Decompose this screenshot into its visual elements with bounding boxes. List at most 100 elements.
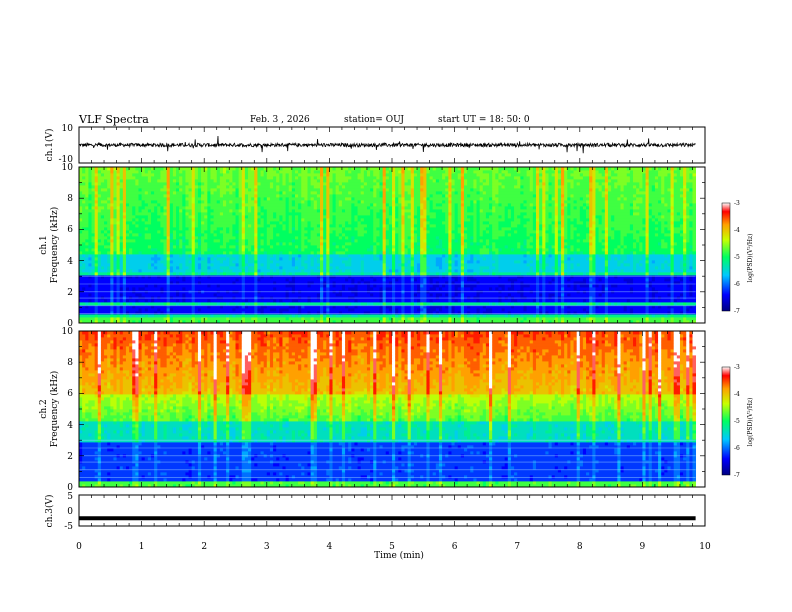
spectrogram-cell [207, 257, 211, 261]
spectrogram-cell [291, 242, 302, 246]
spectrogram-cell [160, 251, 164, 255]
spectrogram-cell [307, 284, 312, 288]
spectrogram-cell [404, 242, 412, 246]
spectrogram-cell [307, 272, 312, 276]
spectrogram-cell [182, 278, 186, 282]
spectrogram-cell [417, 239, 421, 243]
spectrogram-cell [179, 275, 183, 279]
spectrogram-cell [85, 263, 89, 267]
spectrogram-cell [244, 197, 249, 201]
spectrogram-cell [548, 227, 553, 231]
spectrogram-cell [194, 230, 202, 234]
spectrogram-cell [438, 311, 449, 315]
spectrogram-cell [410, 212, 415, 216]
spectrogram-cell [667, 227, 671, 231]
spectrogram-cell [222, 242, 227, 246]
spectrogram-cell [194, 224, 199, 228]
spectrogram-cell [301, 224, 308, 228]
spectrogram-cell [291, 260, 296, 264]
spectrogram-cell [304, 269, 312, 273]
spectrogram-cell [97, 305, 111, 309]
spectrogram-cell [97, 197, 108, 201]
spectrogram-cell [351, 221, 358, 225]
spectrogram-cell [451, 194, 462, 198]
spectrogram-cell [301, 257, 308, 261]
spectrogram-cell [692, 251, 697, 255]
spectrogram-cell [673, 275, 678, 279]
spectrogram-cell [110, 227, 114, 231]
spectrogram-cell [385, 251, 390, 255]
spectrogram-cell [589, 233, 596, 237]
spectrogram-cell [442, 257, 446, 261]
spectrogram-cell [348, 254, 362, 258]
spectrogram-cell [507, 245, 518, 249]
spectrogram-cell [338, 224, 343, 228]
spectrogram-cell [601, 293, 606, 297]
spectrogram-cell [269, 197, 280, 201]
spectrogram-cell [561, 215, 565, 219]
spectrogram-cell [686, 284, 690, 288]
spectrogram-cell [448, 218, 452, 222]
spectrogram-cell [329, 257, 333, 261]
spectrogram-cell [429, 305, 443, 309]
spectrogram-cell [122, 284, 127, 288]
spectrogram-cell [254, 209, 258, 213]
spectrogram-cell [125, 278, 168, 282]
spectrogram-cell [320, 233, 324, 237]
spectrogram-cell [510, 314, 515, 318]
spectrogram-cell [197, 275, 202, 279]
spectrogram-cell [448, 278, 452, 282]
spectrogram-cell [470, 311, 477, 315]
spectrogram-cell [388, 266, 393, 270]
spectrogram-cell [535, 215, 540, 219]
spectrogram-cell [514, 281, 521, 285]
spectrogram-cell [257, 236, 268, 240]
spectrogram-cell [222, 272, 227, 276]
spectrogram-cell [498, 203, 502, 207]
spectrogram-cell [670, 251, 675, 255]
spectrogram-cell [648, 308, 671, 312]
spectrogram-cell [592, 215, 596, 219]
spectrogram-cell [579, 239, 584, 243]
spectrogram-cell [166, 308, 171, 312]
spectrogram-cell [557, 254, 562, 258]
spectrogram-cell [604, 284, 609, 288]
spectrogram-cell [301, 221, 308, 225]
spectrogram-cell [370, 212, 374, 216]
spectrogram-cell [420, 311, 427, 315]
spectrogram-cell [360, 278, 365, 282]
spectrogram-cell [79, 248, 86, 252]
spectrogram-cell [395, 242, 399, 246]
spectrogram-cell [664, 221, 668, 225]
spectrogram-cell [679, 194, 684, 198]
spectrogram-cell [604, 206, 609, 210]
spectrogram-cell [191, 299, 196, 303]
spectrogram-cell [651, 299, 671, 303]
spectrogram-cell [463, 206, 468, 210]
spectrogram-cell [207, 236, 224, 240]
spectrogram-cell [429, 314, 434, 318]
spectrogram-cell [535, 209, 540, 213]
spectrogram-cell [429, 221, 443, 225]
spectrogram-cell [273, 212, 277, 216]
spectrogram-cell [248, 269, 255, 273]
spectrogram-cell [129, 251, 133, 255]
spectrogram-cell [482, 233, 493, 237]
spectrogram-cell [689, 293, 693, 297]
spectrogram-cell [676, 302, 684, 306]
spectrogram-cell [282, 257, 290, 261]
spectrogram-cell [683, 194, 687, 198]
spectrogram-cell [91, 218, 96, 222]
spectrogram-cell [542, 221, 546, 225]
spectrogram-cell [514, 287, 521, 291]
spectrogram-cell [197, 236, 202, 240]
spectrogram-cell [122, 263, 127, 267]
spectrogram-cell [185, 206, 193, 210]
spectrogram-cell [323, 257, 327, 261]
spectrogram-cell [320, 299, 324, 303]
spectrogram-cell [301, 206, 315, 210]
spectrogram-cell [110, 266, 114, 270]
spectrogram-cell [79, 266, 86, 270]
spectrogram-cell [448, 263, 452, 267]
spectrogram-cell [476, 284, 499, 288]
